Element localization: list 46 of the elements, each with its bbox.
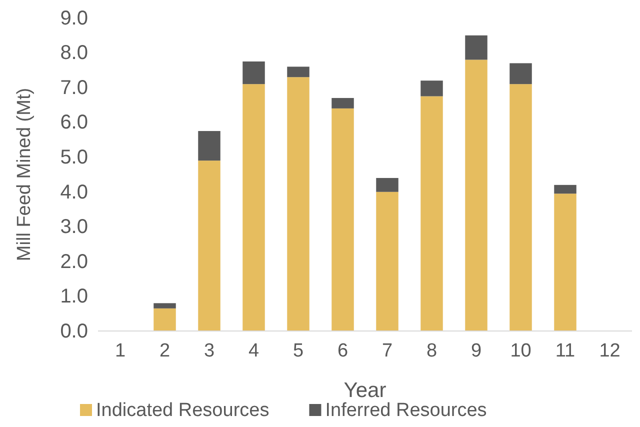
bar <box>198 160 220 331</box>
bar <box>420 96 443 331</box>
legend-label: Indicated Resources <box>96 400 270 421</box>
bar <box>510 84 532 331</box>
bar <box>376 178 398 192</box>
bar <box>242 61 265 84</box>
x-tick-label: 12 <box>599 340 620 362</box>
bar <box>287 66 310 78</box>
x-tick-label: 11 <box>555 340 576 362</box>
bar <box>554 184 576 194</box>
x-tick-label: 1 <box>114 340 126 362</box>
x-tick-label: 6 <box>337 340 348 362</box>
y-tick-label: 7.0 <box>60 76 88 99</box>
bar <box>332 108 354 331</box>
x-tick-label: 5 <box>292 340 304 362</box>
bar <box>154 303 176 308</box>
y-tick-label: 1.0 <box>60 286 88 308</box>
bar <box>510 63 532 84</box>
legend-label: Inferred Resources <box>325 400 487 421</box>
y-tick-label: 8.0 <box>60 42 88 64</box>
x-tick-label: 8 <box>426 340 438 362</box>
y-tick-label: 2.0 <box>60 250 88 273</box>
y-tick-label: 3.0 <box>60 216 88 238</box>
x-tick-label: 9 <box>470 340 482 362</box>
bar <box>287 77 310 331</box>
bar <box>242 84 265 331</box>
x-tick-label: 10 <box>510 340 532 362</box>
x-axis-title: Year <box>344 379 386 402</box>
y-tick-label: 4.0 <box>60 181 88 204</box>
bar <box>332 98 354 108</box>
bar <box>154 308 176 331</box>
bar <box>465 35 488 60</box>
bar <box>420 80 443 96</box>
x-tick-label: 7 <box>382 340 393 362</box>
bar <box>376 192 398 331</box>
bar <box>554 194 576 331</box>
x-tick-label: 2 <box>159 340 170 362</box>
x-tick-label: 4 <box>248 340 260 362</box>
bar <box>198 131 220 161</box>
y-axis-title: Mill Feed Mined (Mt) <box>14 88 35 262</box>
bar <box>465 60 488 331</box>
x-tick-label: 3 <box>204 340 215 362</box>
y-tick-label: 6.0 <box>60 112 88 134</box>
y-tick-label: 0.0 <box>60 320 88 342</box>
y-tick-label: 9.0 <box>60 7 88 30</box>
y-tick-label: 5.0 <box>60 146 88 169</box>
